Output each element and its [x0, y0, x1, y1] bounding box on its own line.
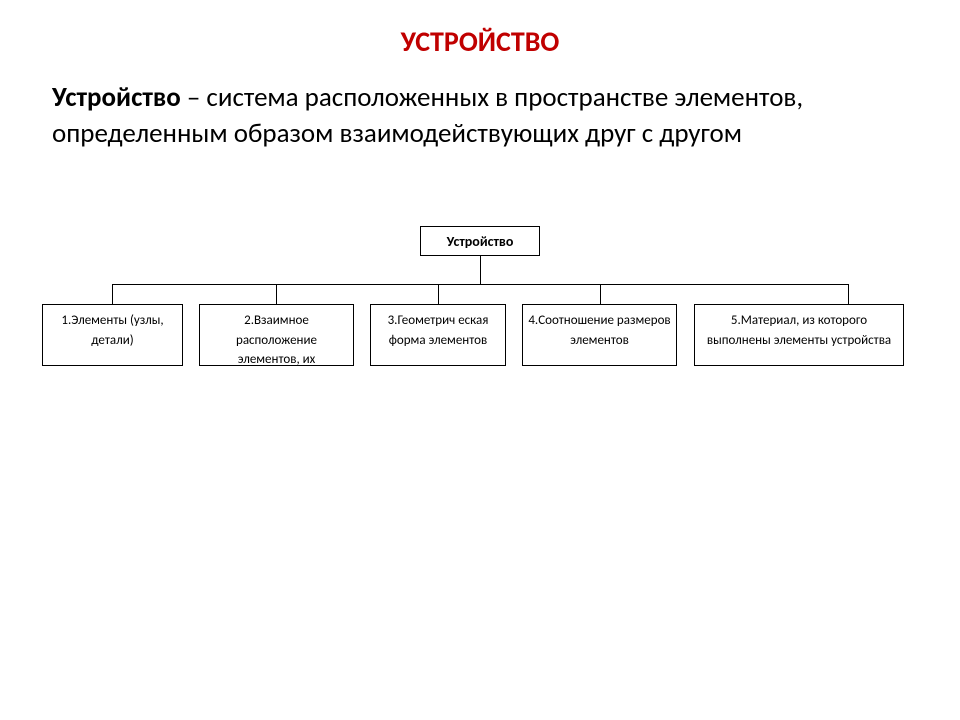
org-chart: Устройство 1.Элементы (узлы, детали) 2.Вз… — [0, 226, 960, 416]
connector-drop-1 — [112, 284, 113, 304]
connector-drop-5 — [848, 284, 849, 304]
child-node-2: 2.Взаимное расположение элементов, их — [199, 304, 354, 366]
connector-bus — [112, 284, 848, 285]
child-node-3: 3.Геометрич еская форма элементов — [370, 304, 506, 366]
page-title: УСТРОЙСТВО — [0, 24, 960, 59]
connector-trunk — [480, 256, 481, 284]
connector-drop-4 — [600, 284, 601, 304]
root-node: Устройство — [420, 226, 540, 256]
definition-term: Устройство — [52, 81, 181, 114]
child-node-4: 4.Соотношение размеров элементов — [522, 304, 677, 366]
connector-drop-2 — [276, 284, 277, 304]
connector-drop-3 — [438, 284, 439, 304]
definition-paragraph: Устройство – система расположенных в про… — [52, 80, 912, 153]
child-node-1: 1.Элементы (узлы, детали) — [42, 304, 183, 366]
child-node-5: 5.Материал, из которого выполнены элемен… — [694, 304, 904, 366]
